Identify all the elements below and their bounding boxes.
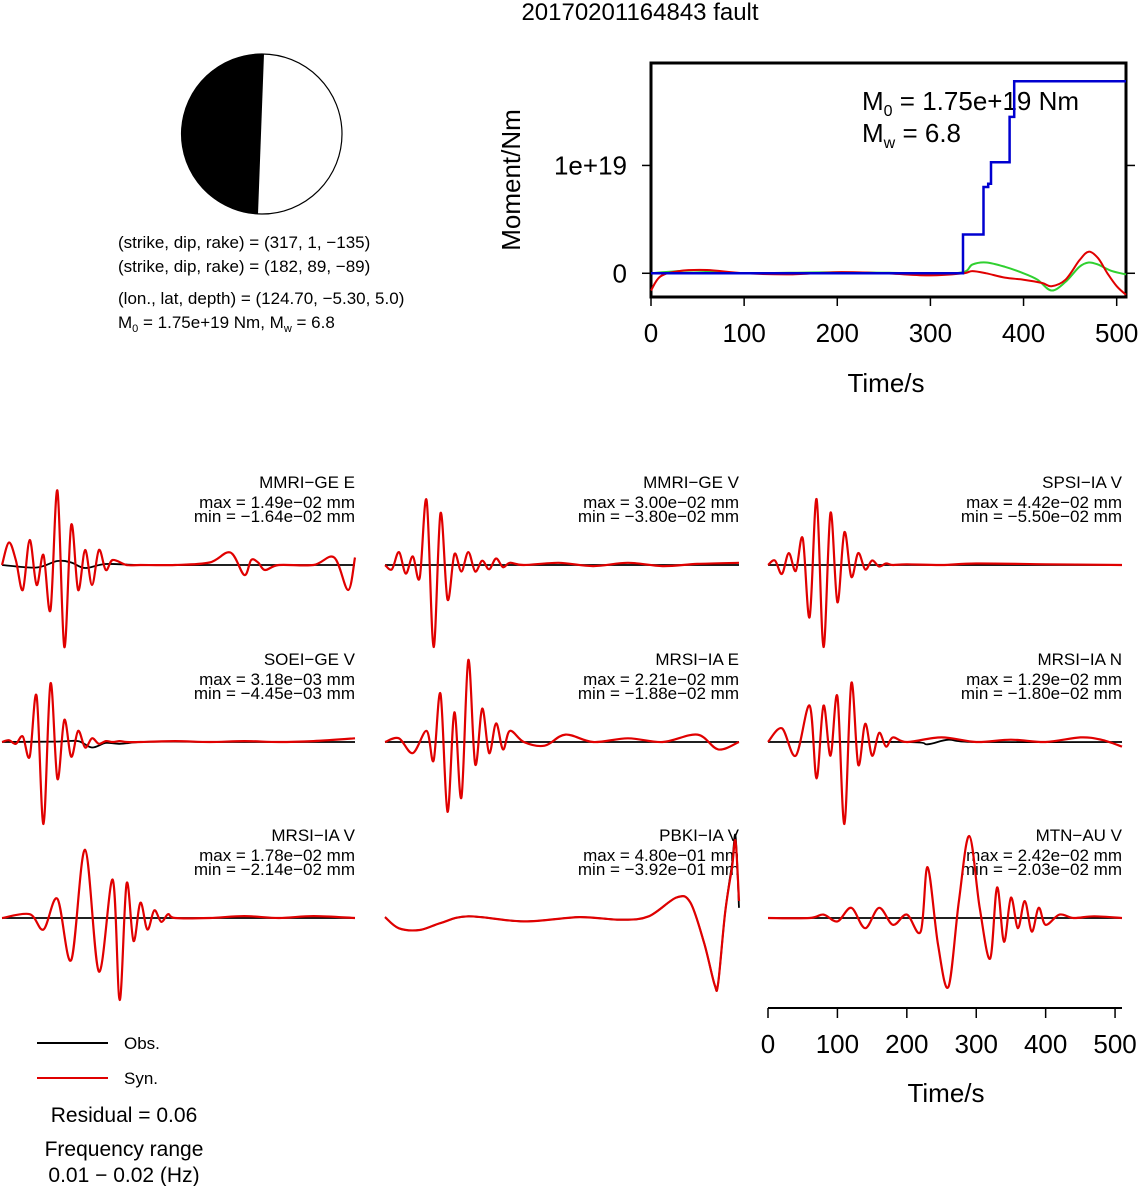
max-amplitude: max = 1.78e−02 mm bbox=[199, 846, 355, 865]
max-amplitude: max = 1.49e−02 mm bbox=[199, 493, 355, 512]
moment-ylabel: Moment/Nm bbox=[496, 109, 526, 251]
max-amplitude: max = 1.29e−02 mm bbox=[966, 670, 1122, 689]
observed-trace bbox=[767, 738, 1123, 746]
bottom-xtick-label: 500 bbox=[1093, 1029, 1136, 1059]
moment-annotation-m0: M0 = 1.75e+19 Nm bbox=[862, 86, 1079, 120]
synthetic-trace bbox=[384, 838, 741, 992]
frequency-range-title: Frequency range bbox=[45, 1138, 204, 1161]
moment-xtick-label: 100 bbox=[722, 318, 765, 348]
bottom-time-axis: Time/s 0 100 200 300 400 500 bbox=[761, 1007, 1137, 1108]
strike-dip-rake-1: (strike, dip, rake) = (317, 1, −135) bbox=[118, 233, 370, 252]
min-amplitude: min = −2.14e−02 mm bbox=[194, 860, 355, 879]
figure-title: 20170201164843 fault bbox=[521, 0, 758, 26]
beachball-icon bbox=[180, 53, 343, 215]
station-label: SOEI−GE V bbox=[264, 650, 356, 669]
synthetic-trace bbox=[1, 682, 356, 826]
cumulative-moment-line bbox=[651, 80, 1126, 275]
station-label: MRSI−IA N bbox=[1037, 650, 1122, 669]
max-amplitude: max = 3.18e−03 mm bbox=[199, 670, 355, 689]
bottom-xtick-label: 100 bbox=[816, 1029, 859, 1059]
lon-lat-depth: (lon., lat, depth) = (124.70, −5.30, 5.0… bbox=[118, 289, 404, 308]
strike-dip-rake-2: (strike, dip, rake) = (182, 89, −89) bbox=[118, 257, 370, 276]
legend: Obs. Syn. bbox=[37, 1034, 160, 1088]
synthetic-trace bbox=[0, 489, 357, 649]
synthetic-trace bbox=[1, 848, 356, 1002]
synthetic-trace bbox=[384, 658, 740, 813]
station-label: MMRI−GE V bbox=[643, 473, 740, 492]
moment-ytick-label: 1e+19 bbox=[554, 150, 627, 180]
synthetic-trace bbox=[767, 834, 1123, 990]
station-label: MMRI−GE E bbox=[259, 473, 355, 492]
max-amplitude: max = 4.80e−01 mm bbox=[583, 846, 739, 865]
min-amplitude: min = −4.45e−03 mm bbox=[194, 684, 355, 703]
max-amplitude: max = 4.42e−02 mm bbox=[966, 493, 1122, 512]
moment-annotation-mw: Mw = 6.8 bbox=[862, 118, 961, 152]
synthetic-trace bbox=[767, 681, 1123, 826]
moment-magnitude-info: M0 = 1.75e+19 Nm, Mw = 6.8 bbox=[118, 313, 335, 335]
bottom-xtick-label: 200 bbox=[885, 1029, 928, 1059]
station-label: MRSI−IA V bbox=[271, 826, 355, 845]
station-label: SPSI−IA V bbox=[1042, 473, 1123, 492]
moment-xlabel: Time/s bbox=[847, 368, 924, 398]
synthetic-trace bbox=[767, 497, 1123, 649]
legend-syn-label: Syn. bbox=[124, 1069, 158, 1088]
residual-text: Residual = 0.06 bbox=[51, 1104, 198, 1127]
station-label: MTN−AU V bbox=[1036, 826, 1123, 845]
moment-xtick-label: 500 bbox=[1095, 318, 1138, 348]
moment-xtick-label: 200 bbox=[816, 318, 859, 348]
max-amplitude: max = 2.42e−02 mm bbox=[966, 846, 1122, 865]
moment-plot-frame bbox=[649, 61, 1128, 299]
min-amplitude: min = −2.03e−02 mm bbox=[961, 860, 1122, 879]
min-amplitude: min = −1.64e−02 mm bbox=[194, 507, 355, 526]
moment-ytick-label: 0 bbox=[613, 258, 627, 288]
frequency-range-value: 0.01 − 0.02 (Hz) bbox=[48, 1164, 199, 1186]
bottom-xtick-label: 300 bbox=[955, 1029, 998, 1059]
max-amplitude: max = 2.21e−02 mm bbox=[583, 670, 739, 689]
legend-obs-label: Obs. bbox=[124, 1034, 160, 1053]
min-amplitude: min = −5.50e−02 mm bbox=[961, 507, 1122, 526]
moment-chart: Moment/Nm Time/s M0 = 1.75e+19 Nm Mw = 6… bbox=[496, 61, 1138, 398]
bottom-xlabel: Time/s bbox=[907, 1078, 984, 1108]
moment-xtick-label: 300 bbox=[909, 318, 952, 348]
station-label: PBKI−IA V bbox=[659, 826, 740, 845]
min-amplitude: min = −1.88e−02 mm bbox=[578, 684, 739, 703]
observed-trace bbox=[1, 559, 355, 569]
max-amplitude: max = 3.00e−02 mm bbox=[583, 493, 739, 512]
bottom-xtick-label: 400 bbox=[1024, 1029, 1067, 1059]
moment-xtick-label: 400 bbox=[1002, 318, 1045, 348]
moment-xtick-label: 0 bbox=[644, 318, 658, 348]
min-amplitude: min = −3.80e−02 mm bbox=[578, 507, 739, 526]
station-label: MRSI−IA E bbox=[655, 650, 739, 669]
min-amplitude: min = −3.92e−01 mm bbox=[578, 860, 739, 879]
bottom-xtick-label: 0 bbox=[761, 1029, 775, 1059]
min-amplitude: min = −1.80e−02 mm bbox=[961, 684, 1122, 703]
synthetic-trace bbox=[384, 498, 740, 649]
